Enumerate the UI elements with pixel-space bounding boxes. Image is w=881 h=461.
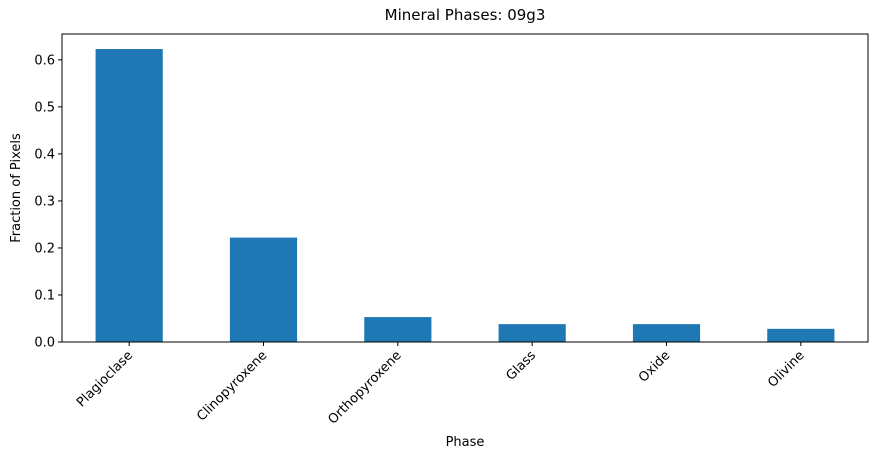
y-axis-label: Fraction of Pixels — [9, 133, 24, 243]
y-tick-label: 0.1 — [34, 288, 55, 303]
y-tick-label: 0.2 — [34, 241, 55, 256]
x-tick-label: Plagioclase — [74, 348, 136, 410]
x-axis-label: Phase — [446, 435, 485, 450]
x-tick-label: Glass — [503, 348, 539, 384]
x-tick-label: Clinopyroxene — [194, 348, 270, 424]
bar-olivine — [767, 328, 835, 342]
x-axis: Plagioclase Clinopyroxene Orthopyroxene Gla… — [74, 342, 808, 427]
bars-group — [95, 49, 835, 343]
plot-frame — [61, 33, 869, 343]
y-axis: 0.0 0.1 0.2 0.3 0.4 0.5 0.6 — [34, 53, 62, 351]
bar-plagioclase — [95, 49, 163, 343]
bar-orthopyroxene — [364, 317, 432, 342]
y-tick-label: 0.0 — [34, 336, 55, 351]
bar-glass — [498, 324, 566, 342]
bar-clinopyroxene — [229, 237, 298, 342]
y-tick-label: 0.5 — [34, 100, 55, 115]
chart-title: Mineral Phases: 09g3 — [385, 6, 546, 24]
y-tick-label: 0.6 — [34, 53, 55, 68]
y-tick-label: 0.3 — [34, 194, 55, 209]
x-tick-label: Orthopyroxene — [325, 348, 404, 427]
y-tick-label: 0.4 — [34, 147, 55, 162]
x-tick-label: Oxide — [636, 348, 673, 385]
x-tick-label: Olivine — [765, 348, 807, 390]
bar-oxide — [632, 324, 701, 342]
